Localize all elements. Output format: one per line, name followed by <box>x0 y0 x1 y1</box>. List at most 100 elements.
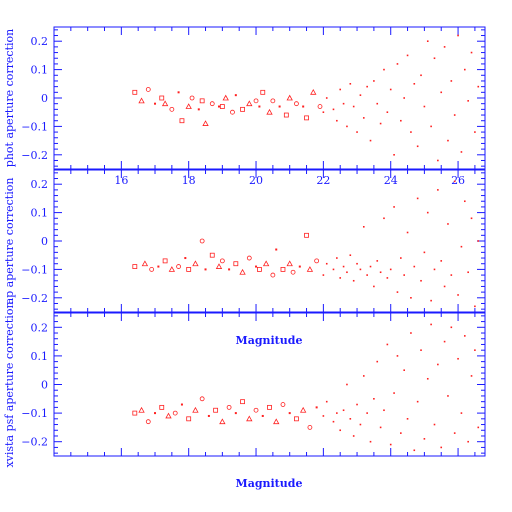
data-point <box>437 189 439 191</box>
data-point <box>258 105 261 108</box>
data-point <box>403 97 405 99</box>
panel-2-ytick-label: 0.2 <box>31 178 49 191</box>
data-point <box>386 343 389 346</box>
data-point <box>192 260 199 267</box>
data-point <box>430 125 432 128</box>
panel-2-ytick-label: −0.1 <box>21 263 48 276</box>
data-point <box>219 418 226 425</box>
data-point <box>325 262 328 265</box>
data-point <box>270 272 276 278</box>
data-point <box>132 410 138 416</box>
data-point <box>416 197 419 200</box>
data-point <box>141 260 149 267</box>
data-point <box>376 102 379 105</box>
data-point <box>161 100 169 107</box>
data-point <box>463 68 466 71</box>
data-point <box>207 414 210 417</box>
data-point <box>359 268 362 271</box>
data-point <box>352 279 355 282</box>
data-point <box>255 265 258 268</box>
data-point <box>165 412 172 419</box>
panel-1-xtick-label: 24 <box>384 174 398 187</box>
data-point <box>145 87 151 92</box>
panel-1-ytick-label: 0 <box>41 92 48 105</box>
panel-1-ylabel: phot aperture correction <box>3 29 16 167</box>
data-point <box>373 80 375 82</box>
data-point <box>149 266 155 272</box>
panel-3-ytick-label: 0.2 <box>31 321 49 334</box>
data-point <box>352 105 355 108</box>
panel-1-xtick-label: 18 <box>182 174 196 187</box>
data-point <box>185 103 192 109</box>
data-point <box>400 119 402 122</box>
data-point <box>430 323 432 326</box>
data-point <box>138 97 145 104</box>
data-point <box>306 266 314 272</box>
data-point <box>273 418 280 425</box>
data-point <box>413 449 416 452</box>
panel-1-ytick-label: −0.1 <box>21 120 48 133</box>
data-point <box>233 261 239 267</box>
data-point <box>209 252 215 258</box>
data-point <box>332 108 335 111</box>
data-point <box>447 223 449 225</box>
data-point <box>240 106 245 112</box>
data-point <box>346 125 348 128</box>
panel-2-ylabel: ap aperture correction <box>3 178 16 305</box>
data-point <box>396 63 399 65</box>
data-point <box>433 57 436 60</box>
panel-1-frame <box>53 26 486 170</box>
data-point <box>294 416 299 422</box>
panel-1-xtick-label: 26 <box>451 174 465 187</box>
data-point <box>213 407 219 413</box>
data-point <box>356 403 358 406</box>
data-point <box>443 340 446 343</box>
data-point <box>157 265 160 268</box>
data-point <box>359 423 362 426</box>
data-point <box>474 305 476 308</box>
data-point <box>176 264 181 269</box>
data-point <box>474 131 476 133</box>
data-point <box>219 104 225 109</box>
middle-xlabel: Magnitude <box>236 334 303 347</box>
data-point <box>389 88 392 91</box>
data-point <box>215 263 223 269</box>
data-point <box>267 404 272 410</box>
data-point <box>349 254 352 256</box>
data-point <box>138 406 145 413</box>
data-point <box>304 232 309 238</box>
data-point <box>261 414 264 417</box>
panel-3-ytick-label: −0.1 <box>21 407 48 420</box>
data-point <box>470 51 473 54</box>
data-point <box>315 406 318 409</box>
data-point <box>420 349 422 351</box>
data-point <box>219 258 225 264</box>
data-point <box>204 268 207 271</box>
data-point <box>406 54 409 57</box>
data-point <box>430 299 432 302</box>
data-point <box>376 260 379 262</box>
data-point <box>197 108 200 111</box>
data-point <box>416 400 419 403</box>
panel-1-xtick-label: 20 <box>249 174 263 187</box>
data-point <box>443 285 446 288</box>
data-point <box>373 285 375 288</box>
data-point <box>253 407 259 413</box>
data-point <box>302 105 305 108</box>
data-point <box>286 260 293 267</box>
data-point <box>460 151 463 153</box>
data-point <box>278 105 281 108</box>
data-point <box>420 279 422 282</box>
data-point <box>336 257 338 259</box>
data-point <box>199 98 205 104</box>
panel-3-ytick-label: 0.1 <box>31 350 49 363</box>
data-point <box>256 266 262 272</box>
data-point <box>366 412 368 414</box>
data-point <box>230 109 235 115</box>
data-point <box>317 104 323 109</box>
data-point <box>349 83 352 85</box>
data-point <box>400 432 402 434</box>
data-point <box>332 420 335 423</box>
data-point <box>280 402 286 407</box>
data-point <box>199 396 205 402</box>
